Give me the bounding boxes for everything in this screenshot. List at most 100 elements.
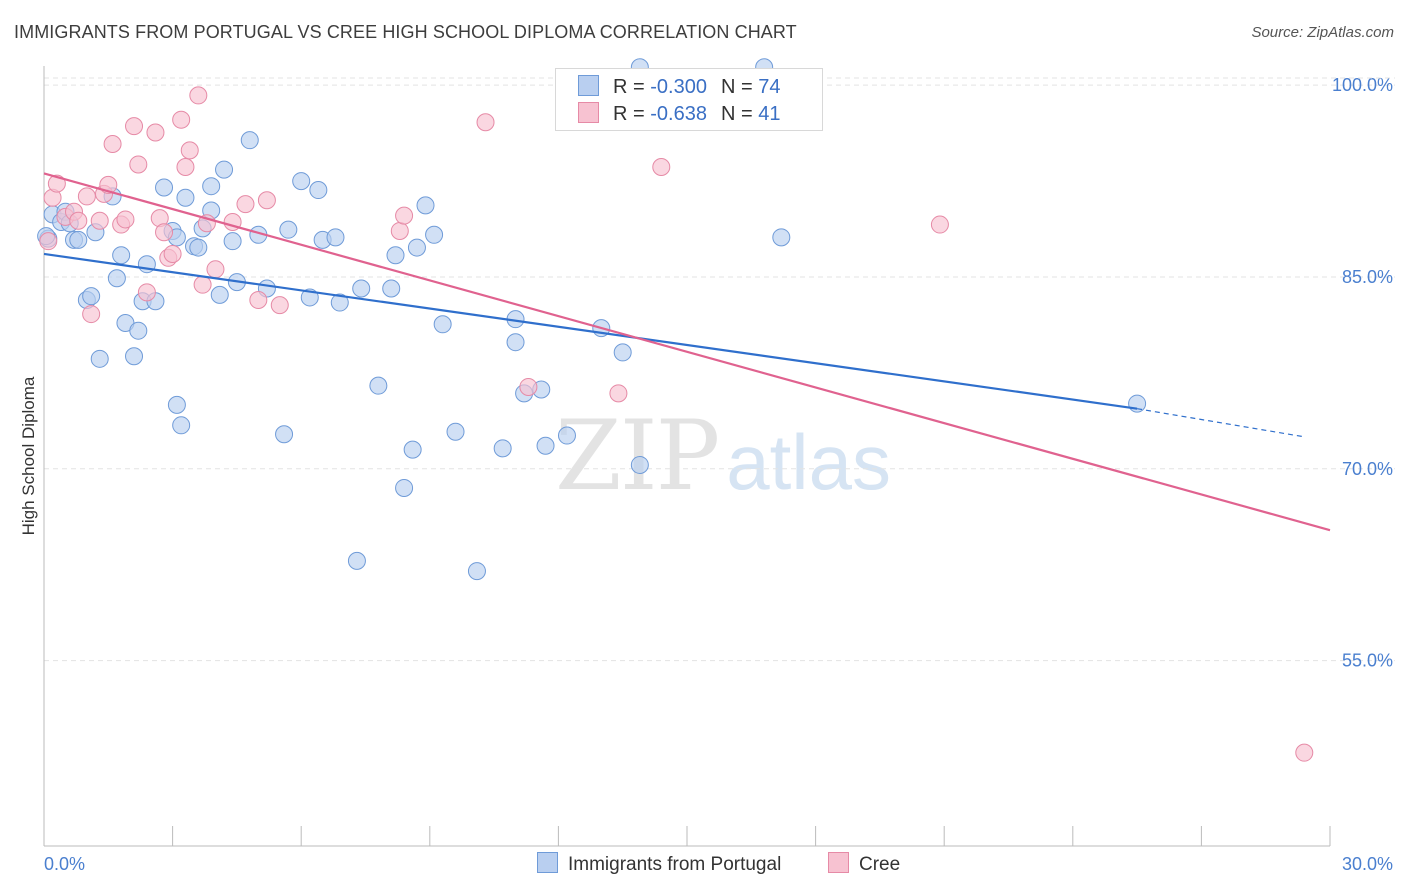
watermark-zip: ZIP [555, 400, 720, 512]
y-tick-label: 55.0% [1342, 651, 1393, 671]
data-point-cree [103, 135, 122, 153]
data-point-portugal [772, 228, 791, 247]
data-point-portugal [167, 395, 186, 414]
y-tick-label: 85.0% [1342, 267, 1393, 287]
data-point-portugal [107, 269, 126, 288]
data-point-cree [163, 244, 182, 263]
data-point-portugal [395, 478, 414, 497]
correlation-legend: R = -0.300 N = 74 R = -0.638 N = 41 [555, 68, 823, 131]
legend-r-value: -0.300 [650, 76, 707, 98]
legend-n-label: N = [720, 76, 753, 98]
data-point-portugal [467, 562, 486, 581]
data-point-portugal [630, 455, 649, 474]
legend-r-label: R = [613, 76, 645, 98]
data-point-cree [519, 377, 538, 396]
data-point-portugal [536, 436, 555, 455]
data-point-portugal [416, 196, 435, 215]
data-point-cree [137, 283, 156, 302]
data-point-portugal [223, 232, 242, 251]
data-point-cree [257, 191, 276, 210]
data-point-cree [47, 174, 66, 193]
data-point-portugal [215, 160, 234, 179]
data-point-cree [116, 210, 135, 229]
legend-r-value: -0.638 [650, 103, 707, 125]
x-tick-label: 30.0% [1342, 854, 1393, 874]
data-point-portugal [446, 422, 465, 441]
data-point-cree [39, 232, 58, 251]
watermark: ZIP atlas [555, 400, 891, 512]
data-point-portugal [189, 238, 208, 257]
data-point-cree [270, 296, 289, 315]
trendline-extension-portugal [1137, 408, 1305, 438]
data-point-portugal [493, 439, 512, 458]
data-point-portugal [202, 177, 221, 196]
legend-swatch-pink [578, 102, 599, 123]
data-point-cree [193, 275, 212, 294]
legend-label-portugal: Immigrants from Portugal [568, 854, 782, 875]
data-point-portugal [82, 287, 101, 306]
y-axis-title: High School Diploma [19, 376, 38, 535]
data-point-portugal [433, 315, 452, 334]
x-tick-label: 0.0% [44, 854, 85, 874]
legend-swatch-blue [537, 852, 558, 873]
data-point-cree [395, 206, 414, 225]
data-point-portugal [347, 551, 366, 570]
data-point-portugal [330, 293, 349, 312]
data-point-portugal [240, 131, 259, 150]
data-point-portugal [1128, 394, 1147, 413]
data-point-portugal [172, 416, 191, 435]
legend-n-value: 74 [758, 76, 781, 98]
data-point-cree [146, 123, 165, 142]
data-point-portugal [69, 230, 88, 249]
data-point-portugal [210, 285, 229, 304]
data-point-portugal [382, 279, 401, 298]
data-point-portugal [279, 220, 298, 239]
legend-swatch-blue [578, 75, 599, 96]
watermark-atlas: atlas [726, 418, 891, 506]
data-point-portugal [309, 181, 328, 200]
data-point-portugal [352, 279, 371, 298]
trendline-portugal [43, 252, 1138, 410]
data-point-cree [1295, 743, 1314, 762]
data-point-cree [180, 141, 199, 160]
data-point-cree [236, 195, 255, 214]
data-point-cree [90, 211, 109, 230]
data-point-cree [176, 158, 195, 177]
data-point-cree [930, 215, 949, 234]
legend-n-value: 41 [758, 103, 781, 125]
data-point-cree [206, 260, 225, 279]
data-point-cree [189, 86, 208, 105]
data-point-cree [652, 158, 671, 177]
data-point-cree [129, 155, 148, 174]
data-point-portugal [90, 349, 109, 368]
legend-item-cree: Cree [828, 852, 900, 876]
data-point-portugal [407, 238, 426, 257]
legend-r-label: R = [613, 103, 645, 125]
data-point-portugal [369, 376, 388, 395]
legend-row-cree: R = -0.638 N = 41 [578, 102, 780, 126]
data-point-portugal [155, 178, 174, 197]
trendline-cree [43, 172, 1331, 532]
data-point-portugal [425, 225, 444, 244]
data-point-portugal [613, 343, 632, 362]
data-point-portugal [403, 440, 422, 459]
data-point-cree [476, 113, 495, 132]
data-point-portugal [386, 246, 405, 265]
data-point-portugal [125, 347, 144, 366]
data-point-cree [155, 223, 174, 242]
data-point-portugal [176, 188, 195, 207]
legend-item-portugal: Immigrants from Portugal [537, 852, 781, 876]
data-point-portugal [326, 228, 345, 247]
legend-row-portugal: R = -0.300 N = 74 [578, 75, 780, 99]
chart-title: IMMIGRANTS FROM PORTUGAL VS CREE HIGH SC… [14, 22, 797, 42]
data-point-portugal [506, 333, 525, 352]
data-point-cree [390, 221, 409, 240]
data-point-portugal [275, 425, 294, 444]
y-tick-label: 70.0% [1342, 459, 1393, 479]
data-point-portugal [557, 426, 576, 445]
data-point-portugal [112, 246, 131, 265]
data-point-cree [69, 211, 88, 230]
data-point-portugal [129, 321, 148, 340]
data-point-cree [609, 384, 628, 403]
